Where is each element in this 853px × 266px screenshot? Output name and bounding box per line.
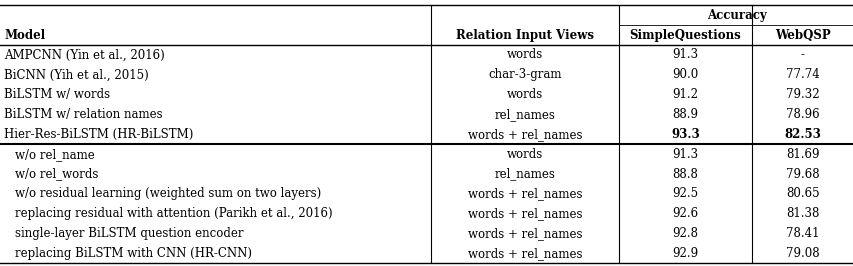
Text: words + rel_names: words + rel_names (467, 187, 582, 200)
Text: 92.5: 92.5 (671, 187, 698, 200)
Text: 79.32: 79.32 (785, 88, 819, 101)
Text: Accuracy: Accuracy (706, 9, 765, 22)
Text: rel_names: rel_names (494, 108, 555, 121)
Text: words + rel_names: words + rel_names (467, 128, 582, 141)
Text: replacing BiLSTM with CNN (HR-CNN): replacing BiLSTM with CNN (HR-CNN) (15, 247, 252, 260)
Text: 92.8: 92.8 (671, 227, 698, 240)
Text: Relation Input Views: Relation Input Views (456, 28, 594, 41)
Text: 79.68: 79.68 (785, 168, 819, 181)
Text: 78.96: 78.96 (785, 108, 819, 121)
Text: words: words (507, 88, 543, 101)
Text: 82.53: 82.53 (783, 128, 821, 141)
Text: words + rel_names: words + rel_names (467, 247, 582, 260)
Text: w/o rel_name: w/o rel_name (15, 148, 95, 161)
Text: 91.3: 91.3 (671, 148, 698, 161)
Text: Model: Model (4, 28, 45, 41)
Text: w/o rel_words: w/o rel_words (15, 168, 99, 181)
Text: 92.9: 92.9 (671, 247, 698, 260)
Text: 88.9: 88.9 (671, 108, 698, 121)
Text: words: words (507, 148, 543, 161)
Text: BiLSTM w/ words: BiLSTM w/ words (4, 88, 110, 101)
Text: words: words (507, 48, 543, 61)
Text: 81.69: 81.69 (785, 148, 819, 161)
Text: 80.65: 80.65 (785, 187, 819, 200)
Text: single-layer BiLSTM question encoder: single-layer BiLSTM question encoder (15, 227, 244, 240)
Text: 91.3: 91.3 (671, 48, 698, 61)
Text: 93.3: 93.3 (670, 128, 699, 141)
Text: SimpleQuestions: SimpleQuestions (629, 28, 740, 41)
Text: 92.6: 92.6 (671, 207, 698, 220)
Text: char-3-gram: char-3-gram (488, 68, 561, 81)
Text: 78.41: 78.41 (785, 227, 819, 240)
Text: BiCNN (Yih et al., 2015): BiCNN (Yih et al., 2015) (4, 68, 148, 81)
Text: -: - (800, 48, 804, 61)
Text: words + rel_names: words + rel_names (467, 227, 582, 240)
Text: WebQSP: WebQSP (774, 28, 830, 41)
Text: rel_names: rel_names (494, 168, 555, 181)
Text: 90.0: 90.0 (671, 68, 698, 81)
Text: 88.8: 88.8 (671, 168, 698, 181)
Text: AMPCNN (Yin et al., 2016): AMPCNN (Yin et al., 2016) (4, 48, 165, 61)
Text: w/o residual learning (weighted sum on two layers): w/o residual learning (weighted sum on t… (15, 187, 322, 200)
Text: 81.38: 81.38 (785, 207, 819, 220)
Text: 91.2: 91.2 (671, 88, 698, 101)
Text: replacing residual with attention (Parikh et al., 2016): replacing residual with attention (Parik… (15, 207, 333, 220)
Text: 77.74: 77.74 (785, 68, 819, 81)
Text: Hier-Res-BiLSTM (HR-BiLSTM): Hier-Res-BiLSTM (HR-BiLSTM) (4, 128, 194, 141)
Text: 79.08: 79.08 (785, 247, 819, 260)
Text: BiLSTM w/ relation names: BiLSTM w/ relation names (4, 108, 163, 121)
Text: words + rel_names: words + rel_names (467, 207, 582, 220)
